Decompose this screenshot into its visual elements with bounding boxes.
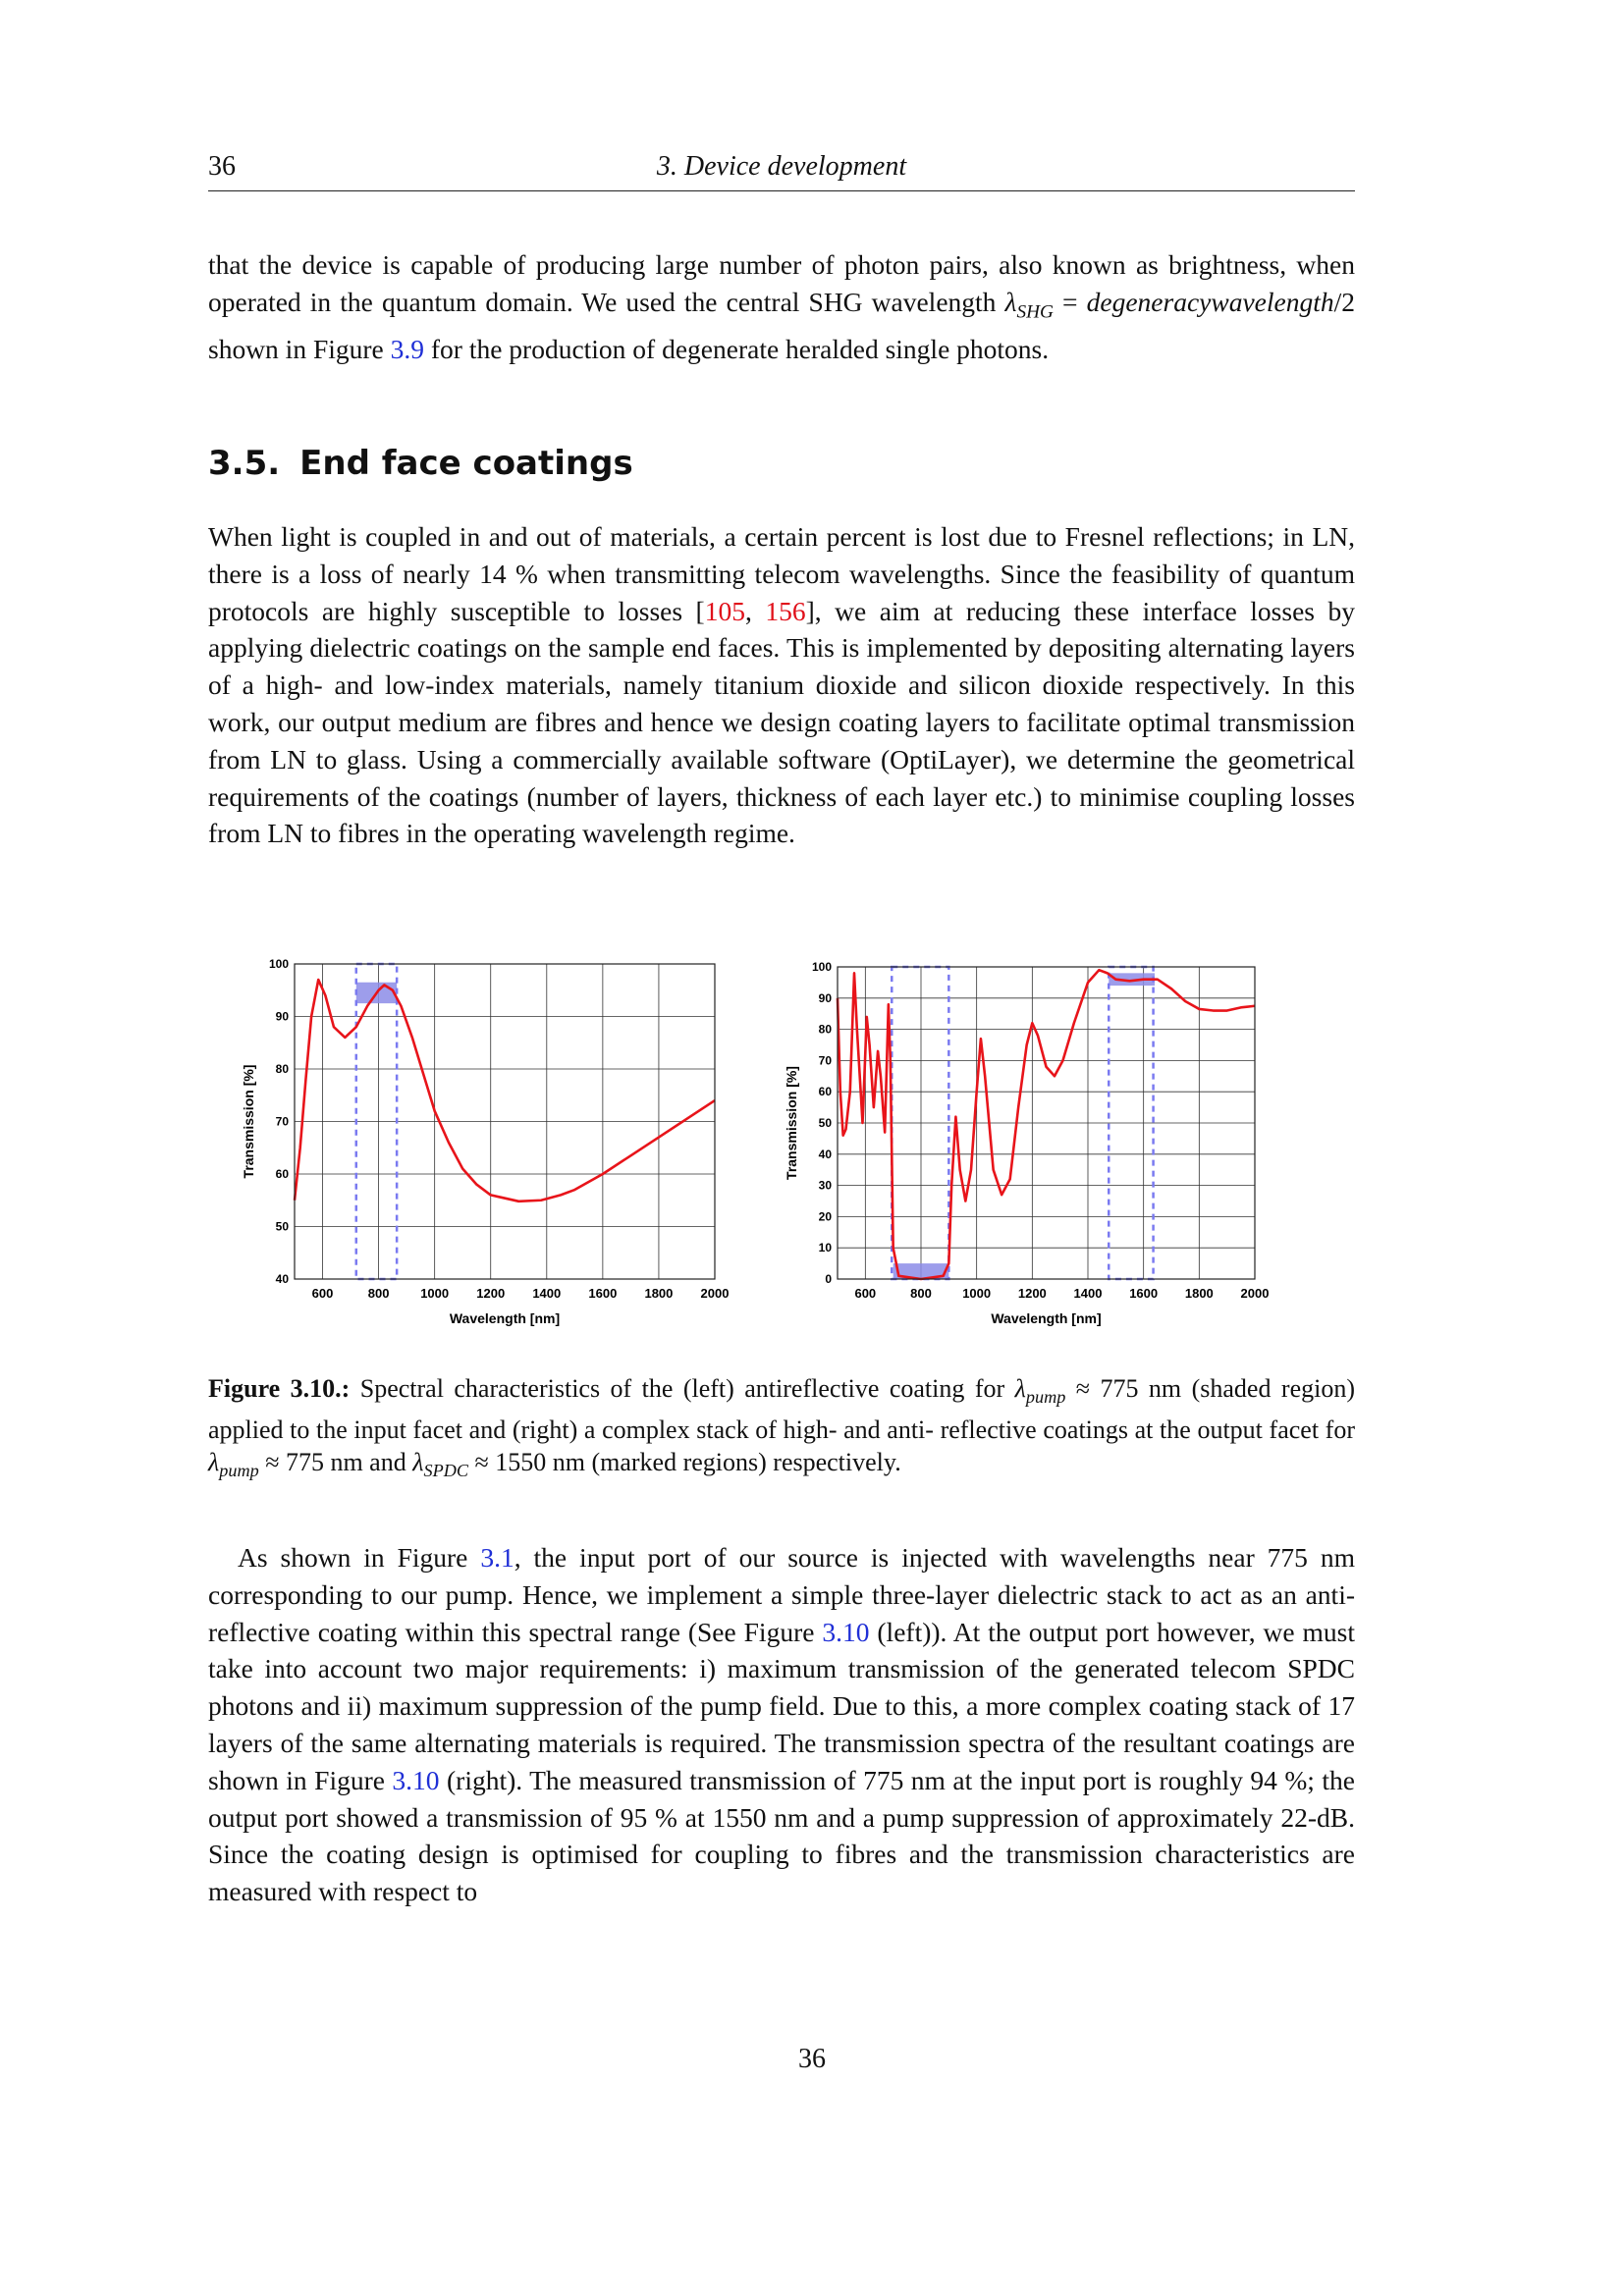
math-symbol: λ (1004, 286, 1017, 317)
shaded-region (893, 1263, 949, 1279)
subscript: SPDC (423, 1461, 468, 1481)
x-tick-label: 1800 (644, 1286, 673, 1301)
y-tick-label: 60 (819, 1085, 833, 1098)
x-tick-label: 1000 (962, 1286, 991, 1301)
y-tick-label: 80 (276, 1062, 290, 1076)
math-symbol: λ (412, 1448, 424, 1477)
x-tick-label: 1400 (1074, 1286, 1103, 1301)
y-tick-label: 90 (819, 991, 833, 1005)
section-number: 3.5. (208, 444, 281, 483)
text-run: that the device is capable of producing … (208, 249, 1355, 317)
x-tick-label: 1000 (420, 1286, 449, 1301)
y-tick-label: 80 (819, 1023, 833, 1037)
plot-frame (294, 963, 716, 1280)
x-tick-label: 600 (312, 1286, 334, 1301)
section-title: End face coatings (299, 444, 633, 483)
text-run: ], we aim at reducing these interface lo… (208, 595, 1355, 849)
y-tick-label: 50 (276, 1220, 290, 1234)
paragraph-2: When light is coupled in and out of mate… (208, 518, 1355, 852)
figure-reference-link[interactable]: 3.10 (822, 1616, 870, 1647)
math-symbol: degeneracywavelength (1086, 286, 1334, 317)
x-axis-label: Wavelength [nm] (991, 1310, 1101, 1326)
figure-reference-link[interactable]: 3.9 (390, 334, 424, 365)
plot-frame (837, 966, 1256, 1280)
text-run: (right). The measured transmission of 77… (208, 1764, 1356, 1907)
text-run: As shown in Figure (238, 1542, 481, 1573)
x-tick-label: 800 (368, 1286, 390, 1301)
text-run: ≈ 1550 nm (marked regions) respectively. (467, 1448, 901, 1477)
x-tick-label: 800 (910, 1286, 932, 1301)
y-tick-label: 100 (812, 960, 832, 974)
text-run: for the production of degenerate heralde… (424, 334, 1050, 365)
caption-label: Figure 3.10.: (208, 1374, 351, 1403)
y-tick-label: 40 (276, 1272, 290, 1286)
dashed-marked-region (354, 962, 399, 1281)
y-tick-label: 70 (819, 1053, 833, 1067)
text-run: = (1053, 286, 1087, 317)
math-symbol: λ (208, 1448, 220, 1477)
chart-right: 600 800 1000 1200 1400 1600 1800 2000 0 10 20 30 40 5… (784, 960, 1270, 1326)
running-header: 36 3. Device development (208, 147, 1355, 191)
header-chapter-title: 3. Device development (656, 151, 907, 182)
x-tick-label: 1600 (588, 1286, 617, 1301)
chart-left: 600 800 1000 1200 1400 1600 1800 2000 40 50 60 70 80… (241, 957, 730, 1326)
subscript: pump (219, 1461, 259, 1481)
text-run: /2 shown in Figure (208, 286, 1355, 365)
text-run: Spectral characteristics of the (left) a… (350, 1374, 1015, 1403)
text-run: , the input port of our source is inject… (208, 1542, 1356, 1647)
y-tick-label: 10 (819, 1241, 833, 1255)
section-heading: 3.5. End face coatings (208, 444, 633, 483)
subscript: SHG (1016, 301, 1054, 323)
y-tick-label: 30 (819, 1179, 833, 1193)
text-run: (left)). At the output port however, we … (208, 1616, 1355, 1795)
x-tick-label: 1200 (1018, 1286, 1047, 1301)
y-tick-label: 60 (276, 1167, 290, 1181)
y-axis-label: Transmission [%] (241, 1065, 256, 1179)
citation-link[interactable]: 156 (765, 595, 806, 626)
figure-caption: Figure 3.10.: Spectral characteristics o… (208, 1372, 1355, 1487)
x-tick-label: 1600 (1129, 1286, 1158, 1301)
y-tick-label: 100 (269, 957, 289, 971)
y-tick-label: 70 (276, 1115, 290, 1129)
paragraph-1: that the device is capable of producing … (208, 246, 1355, 368)
y-tick-label: 40 (819, 1148, 833, 1161)
x-tick-label: 1800 (1185, 1286, 1214, 1301)
shaded-region (1109, 973, 1155, 987)
text-run: ≈ 775 nm (shaded region) applied to the … (208, 1374, 1355, 1445)
subscript: pump (1025, 1387, 1066, 1408)
citation-link[interactable]: 105 (704, 595, 745, 626)
footer-page-number: 36 (798, 2044, 826, 2074)
transmission-series-line (836, 968, 1256, 1281)
math-symbol: λ (1014, 1374, 1026, 1403)
x-tick-label: 2000 (1241, 1286, 1270, 1301)
x-axis-label: Wavelength [nm] (450, 1310, 560, 1326)
y-tick-label: 20 (819, 1209, 833, 1223)
y-tick-label: 0 (825, 1272, 832, 1286)
text-run: ≈ 775 nm and (258, 1448, 413, 1477)
text-run: , (744, 595, 766, 626)
y-tick-label: 50 (819, 1116, 833, 1130)
header-page-number: 36 (208, 151, 236, 182)
y-tick-label: 90 (276, 1010, 290, 1024)
text-run: When light is coupled in and out of mate… (208, 521, 1355, 626)
transmission-series-line (293, 978, 716, 1203)
x-tick-label: 1400 (532, 1286, 561, 1301)
figure-reference-link[interactable]: 3.1 (480, 1542, 514, 1573)
y-axis-label: Transmission [%] (784, 1066, 799, 1180)
x-tick-label: 1200 (476, 1286, 505, 1301)
figure-reference-link[interactable]: 3.10 (392, 1764, 440, 1795)
x-tick-label: 600 (854, 1286, 876, 1301)
paragraph-3: As shown in Figure 3.1, the input port o… (208, 1539, 1355, 1910)
x-tick-label: 2000 (701, 1286, 730, 1301)
